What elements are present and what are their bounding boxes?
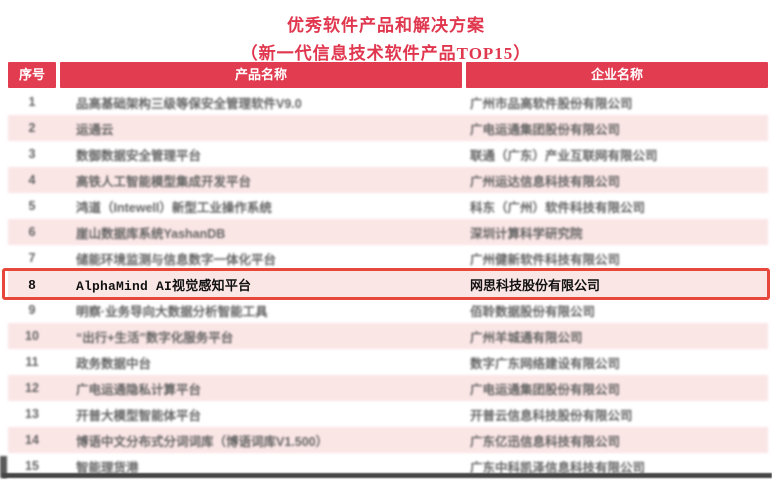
header-cell-company: 企业名称 xyxy=(466,62,768,88)
table-row: 9 明察·业务导向大数据分析智能工具 佰聆数据股份有限公司 xyxy=(8,297,768,323)
top15-table: 序号 产品名称 企业名称 1 品高基础架构三级等保安全管理软件V9.0 广州市品… xyxy=(2,62,770,479)
product-name-cell: 明察·业务导向大数据分析智能工具 xyxy=(76,304,268,319)
table-body: 1 品高基础架构三级等保安全管理软件V9.0 广州市品高软件股份有限公司 2 运… xyxy=(2,89,770,479)
company-name-cell: 佰聆数据股份有限公司 xyxy=(470,304,596,319)
product-name-cell: 高铁人工智能模型集成开发平台 xyxy=(76,174,252,189)
product-name-cell: “出行+生活”数字化服务平台 xyxy=(76,330,234,345)
company-name-cell: 广州羊城通有限公司 xyxy=(470,330,583,345)
row-index-cell: 11 xyxy=(25,355,39,369)
row-index-cell: 7 xyxy=(28,251,36,265)
table-header-row: 序号 产品名称 企业名称 xyxy=(8,62,768,88)
table-row: 4 高铁人工智能模型集成开发平台 广州运达信息科技有限公司 xyxy=(8,167,768,193)
table-row: 7 储能环境监测与信息数字一体化平台 广州健新软件科技有限公司 xyxy=(8,245,768,271)
table-row: 15 智能理货港 广东中科凯泽信息科技有限公司 xyxy=(8,453,768,479)
product-name-cell: 开普大模型智能体平台 xyxy=(76,408,202,423)
table-row: 5 鸿道（Intewell）新型工业操作系统 科东（广州）软件科技有限公司 xyxy=(8,193,768,219)
row-index-cell: 9 xyxy=(28,303,36,317)
table-row: 10 “出行+生活”数字化服务平台 广州羊城通有限公司 xyxy=(8,323,768,349)
company-name-cell: 联通（广东）产业互联网有限公司 xyxy=(470,148,658,163)
table-row: 14 博语中文分布式分词词库（博语词库V1.500） 广东亿迅信息科技有限公司 xyxy=(8,427,768,453)
table-row: 6 崖山数据库系统YashanDB 深圳计算科学研究院 xyxy=(8,219,768,245)
photo-edge-corner xyxy=(0,456,7,478)
row-index-cell: 10 xyxy=(25,329,39,343)
company-name-cell: 深圳计算科学研究院 xyxy=(470,226,583,241)
company-name-cell: 科东（广州）软件科技有限公司 xyxy=(470,200,646,215)
row-index-cell: 8 xyxy=(28,276,36,292)
header-cell-product: 产品名称 xyxy=(60,62,462,88)
row-index-cell: 12 xyxy=(25,381,39,395)
row-index-cell: 5 xyxy=(28,199,36,213)
row-index-cell: 3 xyxy=(28,147,36,161)
row-index-cell: 6 xyxy=(28,225,36,239)
table-row: 3 数御数据安全管理平台 联通（广东）产业互联网有限公司 xyxy=(8,141,768,167)
page-title: 优秀软件产品和解决方案 xyxy=(287,16,485,35)
row-index-cell: 15 xyxy=(25,459,39,473)
table-row: 2 运通云 广电运通集团股份有限公司 xyxy=(8,115,768,141)
row-index-cell: 13 xyxy=(25,407,39,421)
photo-edge-bottom xyxy=(2,473,772,478)
row-index-cell: 14 xyxy=(25,433,39,447)
row-index-cell: 2 xyxy=(28,121,36,135)
table-row: 11 政务数据中台 数字广东网络建设有限公司 xyxy=(8,349,768,375)
row-index-cell: 4 xyxy=(28,173,36,187)
company-name-cell: 广州市品高软件股份有限公司 xyxy=(470,96,633,111)
product-name-cell: 博语中文分布式分词词库（博语词库V1.500） xyxy=(76,434,329,449)
product-name-cell: 智能理货港 xyxy=(76,460,139,475)
page-subtitle: （新一代信息技术软件产品TOP15） xyxy=(240,44,532,63)
company-name-cell: 广州健新软件科技有限公司 xyxy=(470,252,621,267)
company-name-cell: 广东亿迅信息科技有限公司 xyxy=(470,434,621,449)
product-name-cell: 运通云 xyxy=(76,122,114,137)
company-name-cell: 广电运通集团股份有限公司 xyxy=(470,122,621,137)
table-row: 13 开普大模型智能体平台 开普云信息科技股份有限公司 xyxy=(8,401,768,427)
product-name-cell: 广电运通隐私计算平台 xyxy=(76,382,202,397)
company-name-cell: 开普云信息科技股份有限公司 xyxy=(470,408,633,423)
product-name-cell: 品高基础架构三级等保安全管理软件V9.0 xyxy=(76,96,302,111)
table-row: 1 品高基础架构三级等保安全管理软件V9.0 广州市品高软件股份有限公司 xyxy=(8,89,768,115)
product-name-cell: 储能环境监测与信息数字一体化平台 xyxy=(76,252,277,267)
product-name-cell: 鸿道（Intewell）新型工业操作系统 xyxy=(76,200,272,215)
product-name-cell: 崖山数据库系统YashanDB xyxy=(76,226,226,241)
company-name-cell: 网思科技股份有限公司 xyxy=(470,277,601,293)
product-name-cell: 数御数据安全管理平台 xyxy=(76,148,202,163)
product-name-cell: 政务数据中台 xyxy=(76,356,152,371)
header-cell-index: 序号 xyxy=(8,62,56,88)
company-name-cell: 广电运通集团股份有限公司 xyxy=(470,382,621,397)
company-name-cell: 广东中科凯泽信息科技有限公司 xyxy=(470,460,646,475)
company-name-cell: 广州运达信息科技有限公司 xyxy=(470,174,621,189)
table-row: 12 广电运通隐私计算平台 广电运通集团股份有限公司 xyxy=(8,375,768,401)
product-name-cell: AlphaMind AI视觉感知平台 xyxy=(76,278,252,294)
table-row-highlighted: 8 AlphaMind AI视觉感知平台 网思科技股份有限公司 xyxy=(2,268,770,300)
company-name-cell: 数字广东网络建设有限公司 xyxy=(470,356,621,371)
row-index-cell: 1 xyxy=(28,95,36,109)
